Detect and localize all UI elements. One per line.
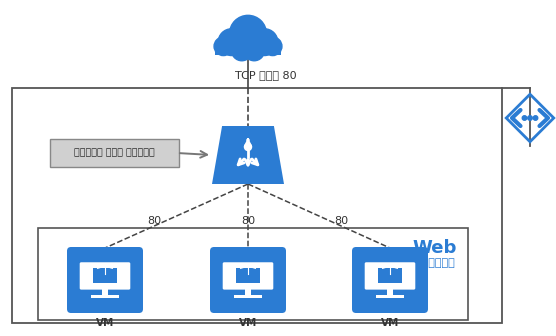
FancyBboxPatch shape <box>67 247 143 313</box>
FancyBboxPatch shape <box>378 268 403 284</box>
Circle shape <box>214 37 232 55</box>
Bar <box>376 295 404 298</box>
Bar <box>91 295 120 298</box>
Bar <box>12 88 502 323</box>
Circle shape <box>245 143 251 151</box>
FancyBboxPatch shape <box>210 247 286 313</box>
Text: 層サブネット: 層サブネット <box>415 258 455 268</box>
Circle shape <box>244 40 265 61</box>
FancyBboxPatch shape <box>352 247 428 313</box>
Circle shape <box>231 40 252 61</box>
Circle shape <box>533 116 538 120</box>
FancyBboxPatch shape <box>80 262 130 290</box>
Text: 80: 80 <box>147 216 162 226</box>
Circle shape <box>522 116 527 120</box>
Text: パブリック ロード バランサー: パブリック ロード バランサー <box>74 149 155 158</box>
Circle shape <box>251 29 278 55</box>
Text: TCP ポート 80: TCP ポート 80 <box>235 70 297 80</box>
Circle shape <box>528 116 532 120</box>
Text: 80: 80 <box>241 216 255 226</box>
Text: VM: VM <box>96 318 114 328</box>
FancyBboxPatch shape <box>365 262 415 290</box>
FancyBboxPatch shape <box>236 268 260 284</box>
Text: 80: 80 <box>334 216 348 226</box>
Bar <box>386 288 394 295</box>
Bar <box>215 44 281 55</box>
Text: VM: VM <box>239 318 257 328</box>
Bar <box>245 288 251 295</box>
Circle shape <box>218 29 245 55</box>
Text: VM: VM <box>381 318 399 328</box>
Bar <box>234 295 262 298</box>
FancyBboxPatch shape <box>50 139 179 167</box>
Text: Web: Web <box>413 239 457 257</box>
Circle shape <box>264 37 282 55</box>
FancyBboxPatch shape <box>223 262 274 290</box>
Bar <box>102 288 108 295</box>
Bar <box>38 228 468 320</box>
Circle shape <box>230 15 266 52</box>
Polygon shape <box>212 126 284 184</box>
FancyBboxPatch shape <box>93 268 117 284</box>
